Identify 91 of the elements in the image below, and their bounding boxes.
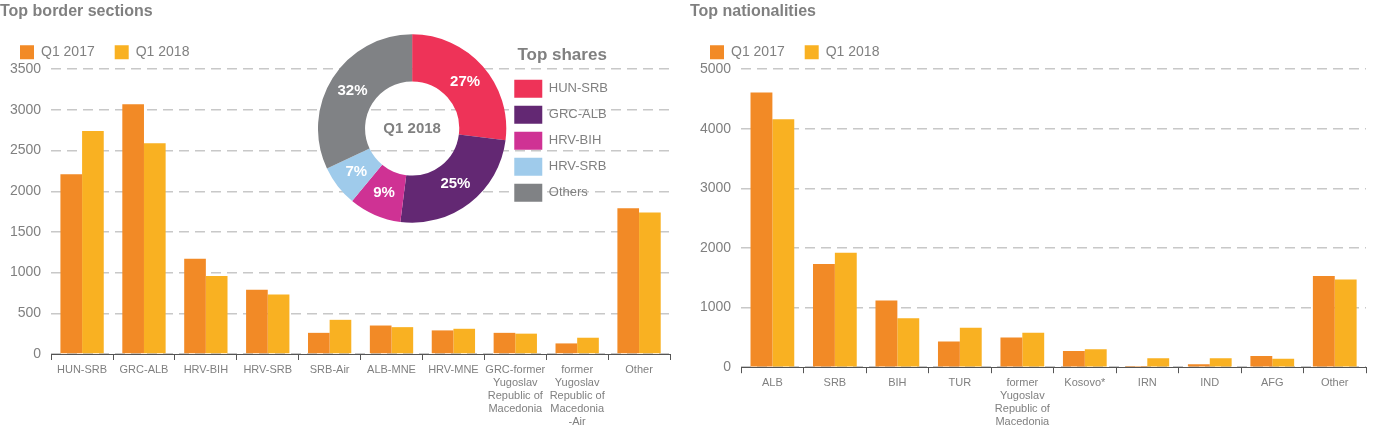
y-tick-label: 2000: [699, 238, 732, 255]
legend-label: GRC-ALB: [548, 106, 607, 122]
x-tick-label: HRV-MNE: [428, 362, 479, 375]
bar: [577, 337, 599, 354]
bar: [122, 104, 144, 354]
bar: [1334, 279, 1357, 367]
y-tick-label: 3000: [9, 100, 42, 117]
bar: [515, 333, 537, 354]
y-tick-label: 3000: [699, 179, 732, 196]
legend-label: HRV-SRB: [548, 158, 607, 174]
bar: [205, 275, 228, 354]
bar: [82, 131, 104, 354]
bar: [307, 332, 330, 354]
x-tick-label: HRV-SRB: [243, 362, 293, 375]
y-tick-label: 3500: [9, 60, 42, 77]
bar: [60, 174, 83, 354]
bar: [617, 208, 640, 354]
bar: [369, 325, 392, 354]
x-tick-label: ALB: [761, 375, 783, 388]
bar: [1312, 276, 1335, 367]
bar: [184, 258, 206, 354]
legend-title: Top shares: [517, 45, 607, 65]
y-tick-label: 5000: [699, 60, 732, 77]
bar: [453, 328, 476, 354]
bar: [431, 330, 454, 354]
bar: [1272, 358, 1295, 367]
bar: [329, 319, 352, 354]
y-tick-label: 500: [17, 304, 42, 321]
chart-title: Top border sections: [0, 2, 153, 20]
bar: [1250, 355, 1273, 367]
bar: [639, 212, 661, 354]
x-tick-label: former Yugoslav Republic of Macedonia -Air: [549, 362, 606, 428]
bar: [1084, 349, 1107, 367]
bar: [1062, 351, 1085, 367]
x-tick-label: HUN-SRB: [57, 362, 108, 375]
x-tick-label: Other: [625, 362, 654, 375]
bar: [391, 327, 414, 354]
y-tick-label: 0: [723, 358, 732, 375]
bar: [555, 343, 578, 354]
bar: [813, 264, 835, 367]
bar: [493, 332, 516, 354]
y-tick-label: 0: [33, 344, 42, 361]
x-tick-label: IRN: [1137, 375, 1157, 388]
data-label: 27%: [450, 71, 481, 89]
x-tick-label: former Yugoslav Republic of Macedonia: [994, 375, 1051, 428]
bar: [959, 327, 982, 367]
bar: [267, 294, 290, 354]
bar: [875, 300, 898, 367]
x-tick-label: HRV-BIH: [183, 362, 229, 375]
bar: [1209, 358, 1232, 367]
bar: [772, 119, 795, 367]
bar: [143, 143, 166, 354]
x-tick-label: Kosovo*: [1064, 375, 1107, 388]
data-label: 9%: [373, 183, 395, 201]
x-tick-label: GRC-ALB: [119, 362, 169, 375]
x-tick-label: SRB: [823, 375, 847, 388]
legend-label: Q1 2017: [41, 43, 95, 60]
bar: [750, 92, 773, 367]
y-tick-label: 1000: [699, 298, 732, 315]
legend-label: HRV-BIH: [548, 132, 602, 148]
chart-title: Top nationalities: [690, 2, 817, 20]
x-tick-label: GRC-former Yugoslav Republic of Macedonia: [485, 362, 546, 415]
legend-label: Q1 2018: [825, 43, 880, 60]
x-tick-label: AFG: [1260, 375, 1284, 388]
bar: [1022, 332, 1045, 367]
legend-label: Q1 2018: [135, 43, 190, 60]
bar: [834, 252, 857, 367]
legend-label: HUN-SRB: [548, 80, 609, 96]
x-tick-label: IND: [1200, 375, 1220, 388]
y-tick-label: 2500: [9, 141, 42, 158]
y-tick-label: 4000: [699, 119, 732, 136]
data-label: 25%: [440, 174, 471, 192]
x-tick-label: SRB-Air: [309, 362, 350, 375]
data-label: 7%: [345, 161, 368, 179]
x-tick-label: ALB-MNE: [367, 362, 416, 375]
annotation: Q1 2018: [383, 118, 441, 136]
bar: [897, 318, 920, 367]
bar: [1000, 337, 1023, 367]
bar: [1147, 358, 1170, 367]
legend-label: Q1 2017: [731, 43, 785, 60]
bar: [1187, 364, 1210, 367]
x-tick-label: Other: [1321, 375, 1349, 388]
bar: [246, 289, 268, 354]
y-tick-label: 2000: [9, 182, 42, 199]
legend-label: Others: [548, 184, 589, 200]
bar: [937, 341, 960, 367]
data-label: 32%: [337, 80, 368, 98]
x-tick-label: BIH: [888, 375, 907, 388]
y-tick-label: 1500: [9, 222, 42, 239]
y-tick-label: 1000: [9, 263, 42, 280]
x-tick-label: TUR: [948, 375, 972, 388]
